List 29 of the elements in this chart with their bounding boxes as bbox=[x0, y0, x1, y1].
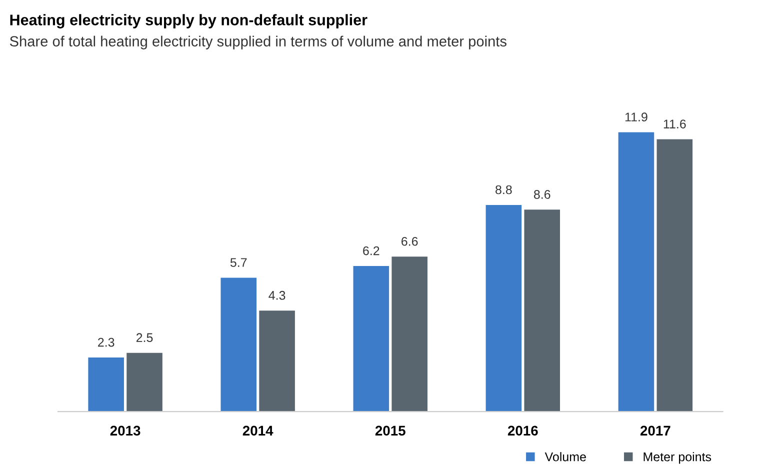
chart-title: Heating electricity supply by non-default supplier bbox=[10, 14, 368, 28]
x-tick-label: 2015 bbox=[375, 426, 406, 436]
bar bbox=[656, 139, 693, 412]
data-label: 5.7 bbox=[230, 258, 247, 267]
bar bbox=[353, 266, 390, 412]
bar bbox=[486, 204, 522, 412]
x-tick-label: 2016 bbox=[508, 426, 538, 436]
bar bbox=[392, 256, 428, 412]
data-label: 4.3 bbox=[268, 290, 286, 300]
data-label: 11.6 bbox=[664, 120, 686, 128]
bar bbox=[126, 352, 162, 412]
data-label: 2.5 bbox=[136, 333, 153, 342]
data-label: 8.6 bbox=[534, 190, 550, 199]
bar bbox=[259, 310, 295, 412]
bar bbox=[524, 210, 560, 412]
legend-label: Volume bbox=[544, 452, 586, 462]
data-label: 11.9 bbox=[625, 112, 648, 122]
bar bbox=[618, 132, 654, 412]
data-label: 6.2 bbox=[363, 246, 380, 256]
data-label: 8.8 bbox=[496, 185, 512, 194]
data-label: 2.3 bbox=[98, 338, 114, 347]
bar bbox=[220, 278, 257, 412]
x-tick-label: 2017 bbox=[640, 426, 670, 436]
bar bbox=[88, 358, 124, 412]
x-tick-label: 2013 bbox=[110, 426, 140, 436]
x-tick-label: 2014 bbox=[242, 426, 274, 436]
chart-subtitle: Share of total heating electricity supplied in terms of volume and meter points bbox=[10, 36, 506, 50]
data-label: 6.6 bbox=[402, 236, 418, 246]
legend-label: Meter points bbox=[644, 452, 712, 464]
